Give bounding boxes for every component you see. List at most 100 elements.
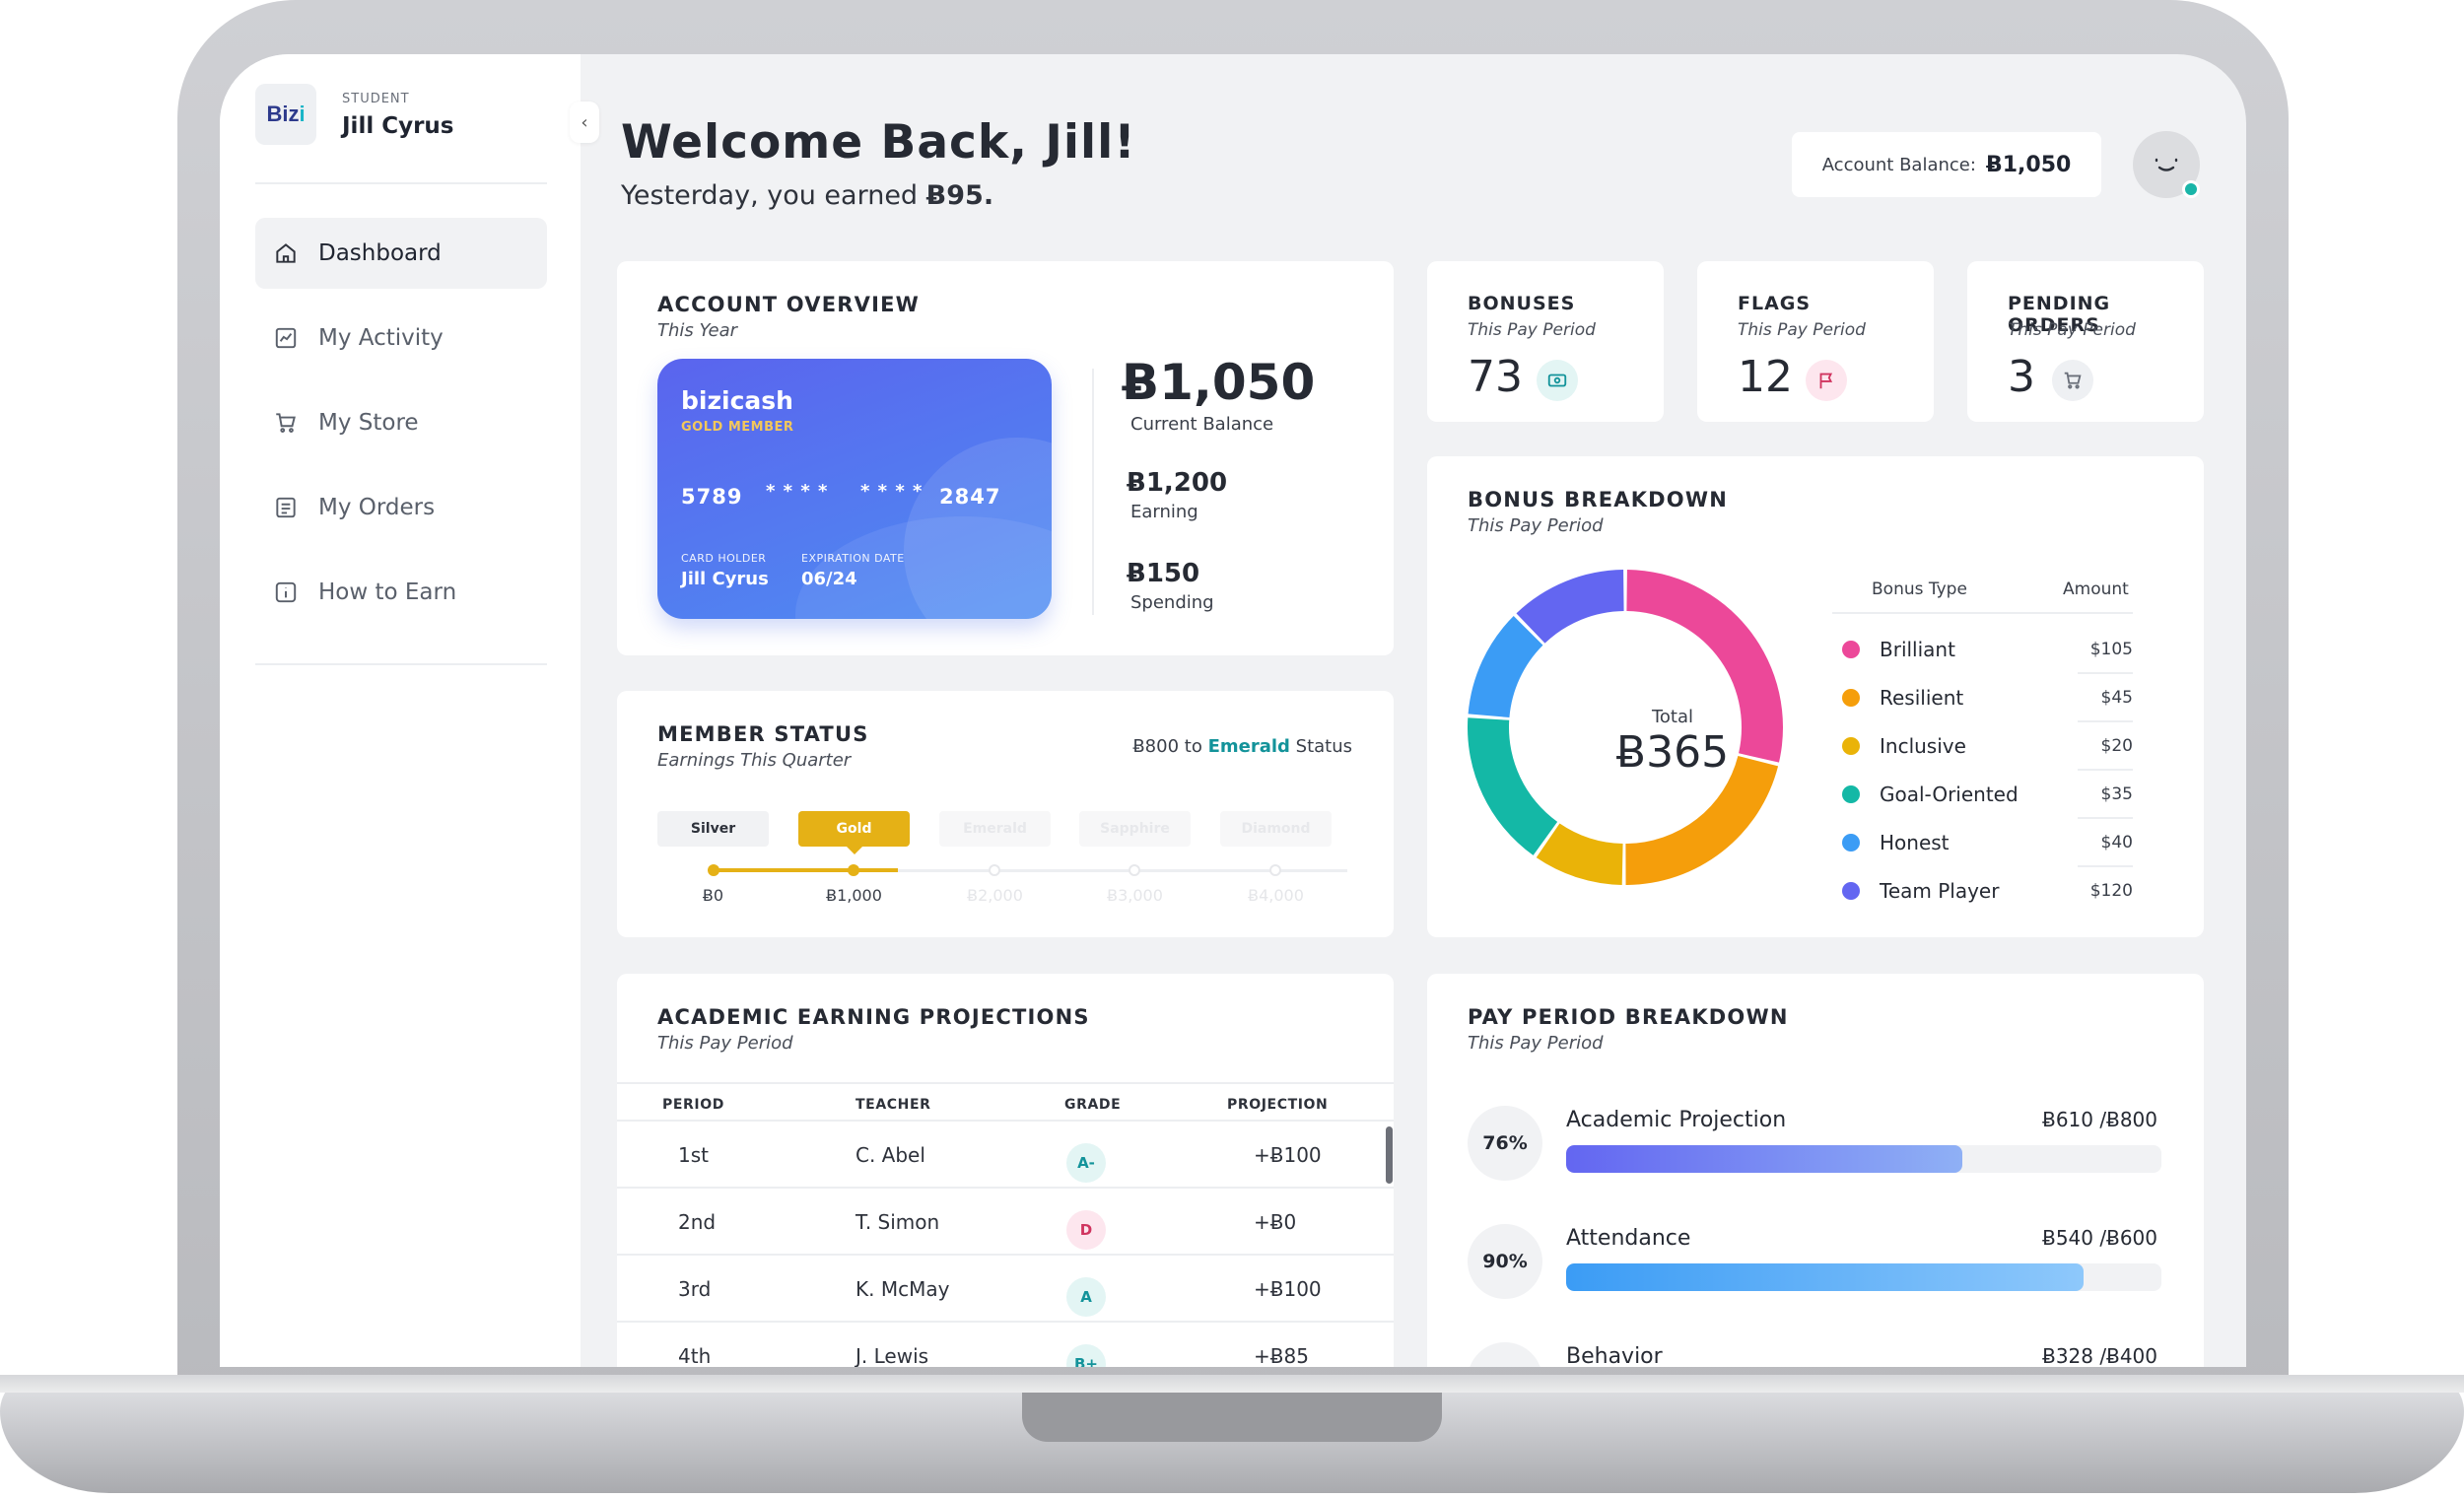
legend-item-name: Honest <box>1880 831 1950 854</box>
bonus-breakdown-card: BONUS BREAKDOWN This Pay Period Total Ƀ3… <box>1427 456 2204 937</box>
sidebar-item-my-orders[interactable]: My Orders <box>255 472 547 543</box>
legend-color-dot <box>1842 785 1860 803</box>
card-subtitle: This Pay Period <box>2008 320 2136 340</box>
pay-item-label: Attendance <box>1566 1226 1691 1251</box>
bizi-logo[interactable]: Biz i <box>255 84 316 145</box>
legend-divider <box>2078 817 2133 819</box>
legend-header-amount: Amount <box>2063 579 2129 599</box>
card-subtitle: This Year <box>657 320 738 341</box>
track-dot <box>1129 864 1140 876</box>
donut-slice-goal-oriented[interactable] <box>1468 717 1558 855</box>
track-dot <box>708 864 719 876</box>
collapse-sidebar-button[interactable]: ‹ <box>570 102 599 143</box>
earning-value: Ƀ1,200 <box>1127 468 1228 498</box>
cell-teacher: K. McMay <box>856 1277 950 1301</box>
account-balance-value: Ƀ1,050 <box>1985 152 2072 177</box>
grade-badge: A- <box>1066 1143 1106 1183</box>
track-dot <box>989 864 1000 876</box>
online-status-dot <box>2182 180 2200 198</box>
flag-icon <box>1806 360 1847 401</box>
status-track <box>714 869 1347 872</box>
legend-item-name: Goal-Oriented <box>1880 783 2019 806</box>
progress-bar <box>1566 1145 2161 1173</box>
table-row[interactable]: 2nd T. Simon D +Ƀ0 <box>617 1189 1394 1256</box>
table-row[interactable]: 4th J. Lewis B+ +Ƀ85 <box>617 1323 1394 1367</box>
user-name: Jill Cyrus <box>342 113 454 139</box>
card-title: PAY PERIOD BREAKDOWN <box>1468 1005 1789 1029</box>
pay-item-label: Behavior <box>1566 1344 1663 1367</box>
laptop-hinge <box>0 1375 2464 1393</box>
legend-item-name: Team Player <box>1880 879 2000 903</box>
card-exp: 06/24 <box>801 569 857 589</box>
donut-slice-team-player[interactable] <box>1516 570 1624 644</box>
legend-header-type: Bonus Type <box>1872 579 1967 599</box>
card-title: PENDING ORDERS <box>2008 293 2111 336</box>
bizicash-card[interactable]: bizicash GOLD MEMBER 5789 * * * * * * * … <box>657 359 1052 619</box>
orders-list-icon <box>276 497 296 518</box>
card-tier: GOLD MEMBER <box>681 420 794 435</box>
card-title: ACCOUNT OVERVIEW <box>657 293 921 316</box>
table-row[interactable]: 1st C. Abel A- +Ƀ100 <box>617 1122 1394 1189</box>
legend-item-amount: $120 <box>2089 881 2133 901</box>
column-header-projection: PROJECTION <box>1227 1097 1329 1113</box>
sidebar-item-my-store[interactable]: My Store <box>255 387 547 458</box>
flags-count: 12 <box>1738 352 1793 402</box>
status-track-fill <box>714 868 898 872</box>
sidebar-divider <box>255 182 547 184</box>
legend-color-dot <box>1842 737 1860 755</box>
grade-badge: A <box>1066 1277 1106 1317</box>
current-balance-label: Current Balance <box>1130 414 1274 435</box>
card-exp-label: EXPIRATION DATE <box>801 552 905 565</box>
column-header-period: PERIOD <box>662 1097 724 1113</box>
table-scrollbar[interactable] <box>1386 1126 1393 1184</box>
account-balance-box: Account Balance: Ƀ1,050 <box>1792 132 2101 197</box>
academic-projections-card: ACADEMIC EARNING PROJECTIONS This Pay Pe… <box>617 974 1394 1367</box>
donut-slice-resilient[interactable] <box>1625 756 1779 885</box>
tier-threshold: Ƀ1,000 <box>826 886 882 905</box>
tier-threshold: Ƀ3,000 <box>1107 886 1163 905</box>
cell-period: 2nd <box>678 1210 717 1234</box>
card-subtitle: This Pay Period <box>1468 515 1604 536</box>
cell-projection: +Ƀ85 <box>1254 1344 1309 1367</box>
card-subtitle: This Pay Period <box>1468 320 1596 340</box>
pending-orders-card[interactable]: PENDING ORDERS This Pay Period 3 <box>1967 261 2204 422</box>
donut-slice-inclusive[interactable] <box>1536 823 1623 885</box>
donut-slice-honest[interactable] <box>1468 616 1543 717</box>
table-row[interactable]: 3rd K. McMay A +Ƀ100 <box>617 1256 1394 1323</box>
smiley-face-icon <box>2155 158 2178 171</box>
next-status-suffix: Status <box>1295 736 1352 757</box>
legend-item: Resilient $45 <box>1842 683 2133 713</box>
card-number-group: * * * * <box>860 481 924 502</box>
donut-slice-brilliant[interactable] <box>1626 570 1783 763</box>
legend-item: Inclusive $20 <box>1842 731 2133 761</box>
sidebar-item-my-activity[interactable]: My Activity <box>255 303 547 374</box>
app-screen: Biz i STUDENT Jill Cyrus Dashboard My Act… <box>220 54 2246 1367</box>
divider <box>1092 369 1094 615</box>
member-status-card: MEMBER STATUS Earnings This Quarter Ƀ800… <box>617 691 1394 937</box>
chevron-left-icon: ‹ <box>581 111 588 133</box>
card-subtitle: Earnings This Quarter <box>657 750 852 771</box>
card-title: ACADEMIC EARNING PROJECTIONS <box>657 1005 1090 1029</box>
card-decoration <box>904 438 1052 619</box>
bonuses-card[interactable]: BONUSES This Pay Period 73 <box>1427 261 1664 422</box>
sidebar-item-how-to-earn[interactable]: How to Earn <box>255 557 547 628</box>
legend-item: Brilliant $105 <box>1842 635 2133 664</box>
card-subtitle: This Pay Period <box>1738 320 1866 340</box>
card-title: BONUSES <box>1468 293 1576 314</box>
sidebar-item-dashboard[interactable]: Dashboard <box>255 218 547 289</box>
current-balance: Ƀ1,050 <box>1122 354 1316 411</box>
sidebar-item-label: My Store <box>318 410 419 436</box>
table-divider <box>617 1082 1394 1084</box>
tier-threshold: Ƀ2,000 <box>967 886 1023 905</box>
cell-period: 3rd <box>678 1277 712 1301</box>
legend-item: Team Player $120 <box>1842 876 2133 906</box>
page-title: Welcome Back, Jill! <box>621 115 1136 170</box>
legend-item: Goal-Oriented $35 <box>1842 780 2133 809</box>
pay-item-amount: Ƀ328 /Ƀ400 <box>2042 1344 2157 1367</box>
tier-silver: Silver <box>657 811 769 847</box>
earned-yesterday: Yesterday, you earned Ƀ95. <box>621 180 993 211</box>
column-header-grade: GRADE <box>1064 1097 1122 1113</box>
flags-card[interactable]: FLAGS This Pay Period 12 <box>1697 261 1934 422</box>
table-divider <box>617 1254 1394 1256</box>
earning-label: Earning <box>1130 502 1198 522</box>
